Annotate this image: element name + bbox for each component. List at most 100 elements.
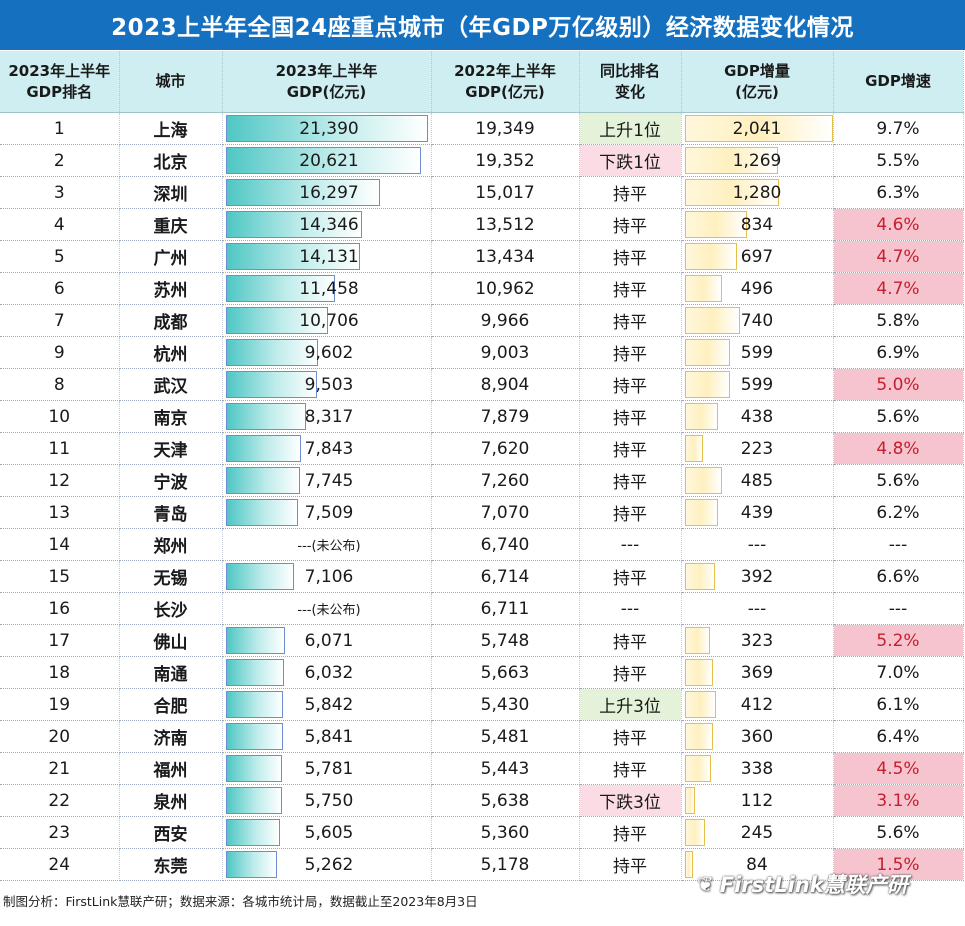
gdp-2023-value: 9,602 [304,342,354,363]
growth-cell: 6.6% [833,560,964,593]
gdp-2023-cell: 5,842 [222,688,432,721]
gdp-2023-cell: 5,841 [222,720,432,753]
table-row: 7 成都 10,706 9,966 持平 740 5.8% [0,304,964,337]
growth-cell: 5.5% [833,144,964,177]
gdp-2023-bar [225,243,360,270]
gdp-2022-cell: 6,740 [431,528,580,561]
city-cell: 郑州 [119,528,223,561]
increase-bar [684,819,705,846]
gdp-2022-cell: 5,663 [431,656,580,689]
watermark-text: FirstLink慧联产研 [719,873,908,897]
increase-value: --- [747,598,767,619]
rank-change-cell: 持平 [579,240,682,273]
city-cell: 成都 [119,304,223,337]
increase-cell: --- [681,592,834,625]
rank-change-cell: 持平 [579,368,682,401]
gdp-2023-value: 14,131 [299,246,359,267]
gdp-2023-bar [225,787,282,814]
chart-title: 2023上半年全国24座重点城市（年GDP万亿级别）经济数据变化情况 [0,0,965,50]
gdp-2022-cell: 7,070 [431,496,580,529]
increase-value: 392 [740,566,774,587]
header-growth: GDP增速 [833,51,964,113]
increase-value: 2,041 [732,118,782,139]
table-row: 18 南通 6,032 5,663 持平 369 7.0% [0,656,964,689]
gdp-2023-bar [225,755,282,782]
increase-cell: 485 [681,464,834,497]
gdp-2023-unpublished: ---(未公布) [297,602,361,618]
table-row: 16 长沙 ---(未公布) 6,711 --- --- --- [0,592,964,625]
gdp-2023-value: 5,842 [304,694,354,715]
increase-cell: 697 [681,240,834,273]
gdp-2023-value: 5,750 [304,790,354,811]
rank-cell: 19 [0,688,120,721]
gdp-2023-bar [225,659,284,686]
rank-change-cell: --- [579,528,682,561]
rank-change-cell: 持平 [579,752,682,785]
gdp-2023-cell: 9,503 [222,368,432,401]
gdp-table: 2023年上半年 GDP排名 城市 2023年上半年 GDP(亿元) 2022年… [0,51,964,881]
increase-value: 496 [740,278,774,299]
gdp-2023-value: 7,843 [304,438,354,459]
gdp-2023-cell: 20,621 [222,144,432,177]
increase-bar [684,691,716,718]
rank-change-cell: 持平 [579,560,682,593]
gdp-2022-cell: 5,443 [431,752,580,785]
rank-cell: 11 [0,432,120,465]
rank-cell: 18 [0,656,120,689]
growth-cell: 6.4% [833,720,964,753]
gdp-2023-bar [225,691,283,718]
gdp-2022-cell: 5,748 [431,624,580,657]
increase-cell: 392 [681,560,834,593]
increase-value: 485 [740,470,774,491]
increase-value: 338 [740,758,774,779]
increase-value: 245 [740,822,774,843]
growth-cell: --- [833,592,964,625]
gdp-2023-cell: 7,843 [222,432,432,465]
gdp-2023-value: 16,297 [299,182,359,203]
gdp-2023-value: 6,071 [304,630,354,651]
rank-cell: 5 [0,240,120,273]
rank-change-cell: 持平 [579,656,682,689]
gdp-2023-cell: ---(未公布) [222,528,432,561]
gdp-2022-cell: 9,966 [431,304,580,337]
gdp-2023-cell: 7,106 [222,560,432,593]
increase-cell: 245 [681,816,834,849]
increase-bar [684,851,693,878]
rank-cell: 14 [0,528,120,561]
city-cell: 佛山 [119,624,223,657]
gdp-2023-value: 5,841 [304,726,354,747]
city-cell: 福州 [119,752,223,785]
increase-cell: 834 [681,208,834,241]
increase-bar [684,307,740,334]
gdp-2023-bar [225,403,306,430]
growth-cell: 9.7% [833,112,964,145]
header-gdp-2023: 2023年上半年 GDP(亿元) [222,51,432,113]
city-cell: 东莞 [119,848,223,881]
gdp-2023-bar [225,819,280,846]
rank-cell: 6 [0,272,120,305]
increase-value: 740 [740,310,774,331]
rank-change-cell: 持平 [579,720,682,753]
gdp-2023-cell: 6,071 [222,624,432,657]
rank-change-cell: 持平 [579,272,682,305]
city-cell: 无锡 [119,560,223,593]
growth-cell: 6.3% [833,176,964,209]
gdp-2023-cell: 8,317 [222,400,432,433]
table-row: 1 上海 21,390 19,349 上升1位 2,041 9.7% [0,112,964,145]
increase-bar [684,115,833,142]
gdp-2022-cell: 13,512 [431,208,580,241]
increase-value: --- [747,534,767,555]
gdp-2023-bar [225,179,380,206]
growth-cell: 4.8% [833,432,964,465]
gdp-2023-cell: 5,750 [222,784,432,817]
table-row: 6 苏州 11,458 10,962 持平 496 4.7% [0,272,964,305]
gdp-2023-cell: 9,602 [222,336,432,369]
gdp-2023-bar [225,563,294,590]
rank-cell: 23 [0,816,120,849]
gdp-2023-value: 9,503 [304,374,354,395]
table-row: 21 福州 5,781 5,443 持平 338 4.5% [0,752,964,785]
growth-cell: 4.7% [833,272,964,305]
gdp-2022-cell: 5,178 [431,848,580,881]
rank-cell: 12 [0,464,120,497]
